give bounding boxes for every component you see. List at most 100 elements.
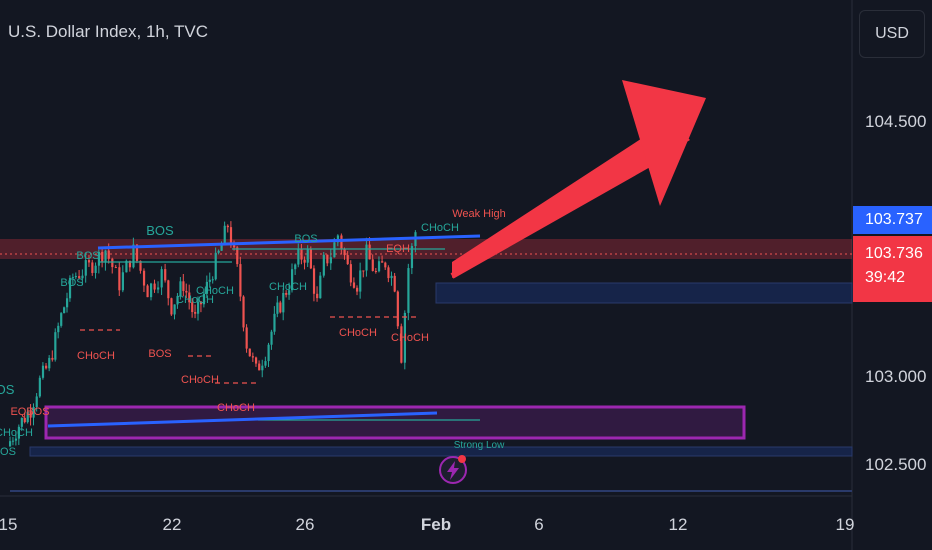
candle-body — [157, 287, 160, 290]
annotation-label: BOS — [148, 348, 171, 360]
candle-body — [139, 260, 142, 271]
candle-body — [329, 257, 332, 264]
annotation-label: EQH — [386, 243, 410, 255]
candle-body — [390, 275, 393, 279]
candle-body — [267, 344, 270, 362]
candle-body — [297, 248, 300, 265]
price-label-blue: 103.737 — [853, 206, 932, 234]
demand-zone-upper — [435, 282, 853, 304]
candle-body — [121, 272, 124, 291]
currency-button[interactable]: USD — [859, 10, 925, 58]
candle-body — [362, 270, 365, 272]
annotation-label: OS — [0, 382, 15, 397]
candle-body — [258, 363, 261, 371]
candle-body — [306, 249, 309, 263]
upper-trendline — [97, 234, 481, 250]
y-tick-label: 102.500 — [865, 455, 926, 474]
candle-body — [322, 254, 325, 276]
candle-body — [101, 251, 104, 263]
candle-body — [288, 290, 291, 295]
candle-body — [54, 332, 57, 360]
lightning-alert-icon[interactable] — [439, 455, 467, 484]
candle-body — [356, 287, 359, 292]
candle-body — [107, 250, 110, 259]
candle-body — [23, 417, 26, 423]
candle-body — [20, 417, 23, 427]
annotation-label: BOS — [76, 250, 99, 262]
annotation-label-left: OS — [0, 446, 16, 458]
projection-arrow-shaft — [452, 120, 690, 278]
candles — [9, 221, 417, 448]
candle-body — [312, 268, 316, 294]
candle-body — [217, 250, 220, 253]
candle-body — [160, 269, 163, 288]
annotation-label: CHoCH — [421, 222, 459, 234]
candle-body — [309, 249, 312, 269]
lower-trendline — [47, 411, 438, 428]
candle-body — [173, 304, 176, 315]
alert-badge-dot — [458, 455, 466, 463]
x-tick-label: 22 — [163, 515, 182, 534]
candle-body — [352, 282, 356, 288]
candle-body — [387, 267, 390, 279]
candle-body — [68, 277, 72, 299]
candle-body — [264, 361, 267, 366]
candle-body — [194, 312, 197, 314]
lightning-icon — [447, 461, 459, 480]
candle-body — [343, 249, 346, 256]
x-tick-label: Feb — [421, 515, 451, 534]
candle-body — [114, 267, 117, 269]
annotation-label: BOS — [294, 233, 317, 245]
candle-body — [153, 283, 156, 290]
annotation-label: BOS — [60, 277, 83, 289]
candle-body — [407, 268, 410, 313]
candle-body — [111, 258, 114, 268]
annotation-label: CHoCH — [77, 350, 115, 362]
candle-body — [71, 277, 75, 279]
candle-body — [197, 301, 200, 314]
candle-body — [220, 243, 223, 251]
candle-body — [251, 356, 255, 358]
candle-body — [142, 270, 146, 286]
candle-body — [377, 261, 381, 272]
annotation-label: Weak High — [452, 208, 506, 220]
candle-body — [45, 365, 48, 369]
candle-body — [17, 426, 21, 439]
candle-body — [11, 440, 15, 442]
candle-body — [248, 348, 251, 357]
candle-body — [128, 260, 132, 268]
candle-body — [229, 227, 233, 246]
candle-body — [29, 411, 32, 418]
candle-body — [91, 262, 94, 273]
candle-body — [78, 276, 81, 279]
candle-body — [384, 262, 387, 268]
x-tick-label: 6 — [534, 515, 543, 534]
annotation-label: CHoCH — [269, 281, 307, 293]
candle-body — [270, 331, 273, 345]
candle-body — [211, 279, 214, 281]
candle-body — [336, 235, 340, 243]
x-tick-label: 19 — [836, 515, 855, 534]
candle-body — [285, 292, 288, 295]
candle-body — [245, 327, 248, 349]
current-price-value: 103.736 — [865, 245, 923, 262]
candle-body — [94, 265, 97, 273]
candle-body — [396, 291, 399, 327]
candle-body — [371, 259, 374, 271]
candle-body — [146, 285, 149, 298]
candle-body — [279, 302, 282, 313]
candle-body — [164, 269, 167, 281]
candle-body — [97, 251, 101, 266]
annotation-label: CHoCH — [217, 402, 255, 414]
candle-body — [410, 246, 414, 269]
candle-body — [400, 326, 403, 363]
candle-body — [125, 260, 128, 273]
candle-body — [359, 270, 362, 292]
candle-body — [393, 275, 396, 292]
y-tick-label: 103.000 — [865, 367, 926, 386]
candle-body — [233, 245, 236, 248]
candle-body — [261, 365, 264, 371]
annotation-label: CHoCH — [176, 294, 214, 306]
candle-body — [276, 302, 279, 314]
